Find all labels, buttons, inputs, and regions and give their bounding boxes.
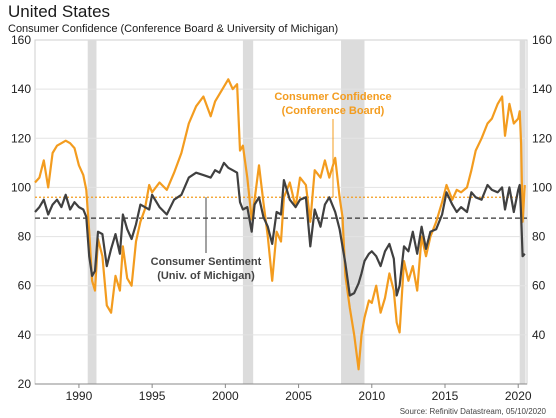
y-tick-label-left: 160 (11, 33, 31, 47)
chart-title: United States (8, 2, 111, 21)
y-tick-label-left: 20 (18, 377, 32, 391)
y-tick-label-right: 80 (532, 230, 546, 244)
y-tick-label-right: 140 (532, 82, 552, 96)
annotation-line: (Univ. of Michigan) (157, 270, 255, 282)
recession-band (341, 40, 365, 384)
y-tick-label-left: 60 (18, 279, 32, 293)
annotation-line: Consumer Confidence (274, 91, 391, 103)
annotation-line: Consumer Sentiment (151, 256, 262, 268)
x-tick-label: 2015 (432, 389, 459, 403)
x-tick-label: 2020 (505, 389, 532, 403)
annotation-consumer-sentiment: Consumer Sentiment (Univ. of Michigan) (151, 256, 262, 282)
x-tick-label: 2005 (285, 389, 312, 403)
recession-band (87, 40, 97, 384)
chart-subtitle: Consumer Confidence (Conference Board & … (8, 23, 339, 35)
y-tick-label-right: 100 (532, 180, 552, 194)
x-tick-label: 1995 (139, 389, 166, 403)
series-line-michigan (34, 161, 526, 297)
y-tick-label-right: 40 (532, 328, 546, 342)
annotation-consumer-confidence: Consumer Confidence (Conference Board) (274, 91, 391, 117)
y-tick-label-left: 100 (11, 180, 31, 194)
y-tick-label-left: 140 (11, 82, 31, 96)
y-tick-label-right: 120 (532, 131, 552, 145)
annotation-line: (Conference Board) (282, 105, 385, 117)
y-tick-label-left: 80 (18, 230, 32, 244)
source-note: Source: Refinitiv Datastream, 05/10/2020 (399, 407, 546, 416)
y-tick-label-right: 160 (532, 33, 552, 47)
y-tick-label-left: 40 (18, 328, 32, 342)
y-tick-label-right: 60 (532, 279, 546, 293)
x-tick-label: 1990 (66, 389, 93, 403)
x-tick-label: 2010 (358, 389, 385, 403)
y-tick-label-left: 120 (11, 131, 31, 145)
x-tick-label: 2000 (212, 389, 239, 403)
